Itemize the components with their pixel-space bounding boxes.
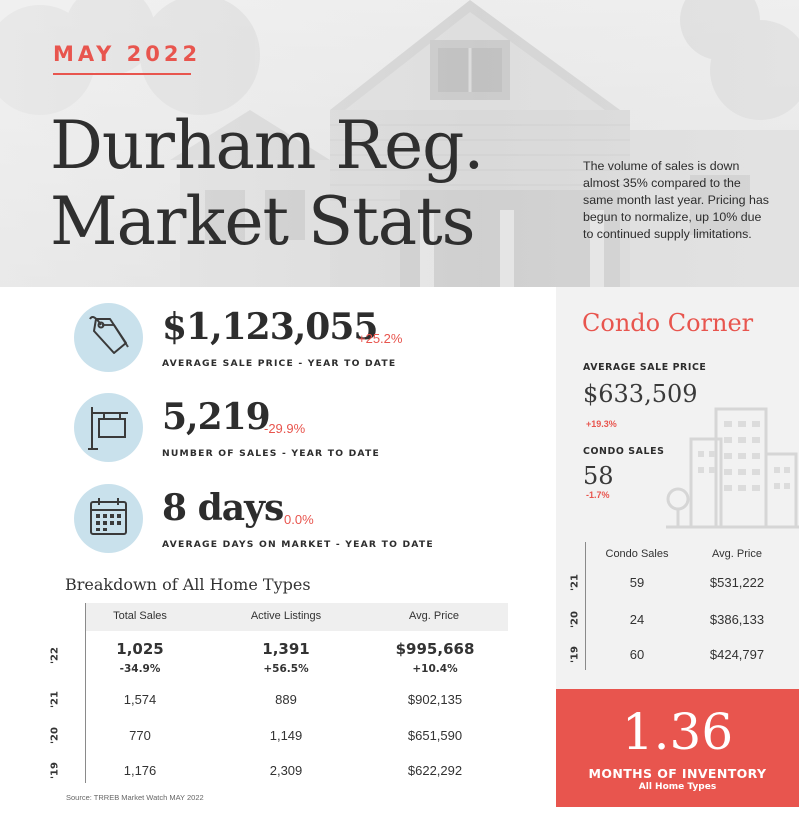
condo-corner-panel: [556, 287, 799, 689]
stat-average-sale-price: $1,123,055 +25.2% AVERAGE SALE PRICE - Y…: [74, 303, 544, 383]
condo-corner-title: Condo Corner: [582, 309, 754, 337]
table-cell: 1,149: [269, 728, 303, 743]
table-cell: $622,292: [407, 763, 463, 778]
year-label: '20: [569, 611, 581, 628]
table-divider: [85, 603, 86, 783]
table-cell: 1,025: [116, 640, 164, 658]
condo-sales-label: CONDO SALES: [583, 446, 665, 457]
calendar-icon: [90, 498, 127, 535]
report-month: MAY 2022: [53, 42, 202, 66]
table-cell: $902,135: [407, 692, 463, 707]
table-cell-change: +10.4%: [412, 663, 458, 675]
condo-avg-price-change: +19.3%: [586, 419, 617, 429]
stat-number-of-sales: 5,219 -29.9% NUMBER OF SALES - YEAR TO D…: [74, 393, 544, 473]
icon-circle: [74, 393, 143, 462]
days-on-market-change: 0.0%: [284, 512, 314, 527]
condo-avg-price-label: AVERAGE SALE PRICE: [583, 362, 707, 373]
table-cell: 1,574: [123, 692, 157, 707]
table-cell: $995,668: [395, 640, 475, 658]
year-label: '22: [49, 647, 61, 664]
price-tag-icon: [89, 316, 129, 354]
condo-table-cell: 24: [629, 612, 645, 627]
condo-table-cell: $531,222: [709, 575, 765, 590]
table-cell: 2,309: [269, 763, 303, 778]
condo-sales-value: 58: [583, 462, 614, 490]
source-note: Source: TRREB Market Watch MAY 2022: [66, 793, 204, 802]
condo-table-cell: 60: [629, 647, 645, 662]
table-cell-change: +56.5%: [263, 663, 309, 675]
column-condo-avg-price: Avg. Price: [712, 548, 762, 560]
month-underline: [53, 73, 191, 75]
column-avg-price: Avg. Price: [409, 610, 459, 622]
average-sale-price-change: +25.2%: [358, 331, 403, 346]
condo-avg-price-value: $633,509: [583, 380, 698, 408]
column-active-listings: Active Listings: [250, 610, 322, 622]
days-on-market-value: 8 days: [162, 487, 284, 529]
table-cell: 889: [275, 692, 297, 707]
title-line-2: Market Stats: [50, 183, 476, 260]
condo-sales-change: -1.7%: [586, 490, 610, 500]
condo-building-icon: [666, 407, 799, 529]
condo-table-cell: $424,797: [709, 647, 765, 662]
number-of-sales-change: -29.9%: [264, 421, 306, 436]
year-label: '19: [49, 762, 61, 779]
column-condo-sales: Condo Sales: [605, 548, 669, 560]
year-label: '21: [569, 574, 581, 591]
months-of-inventory-sublabel: All Home Types: [638, 782, 717, 792]
hero-banner: [0, 0, 799, 287]
average-sale-price-value: $1,123,055: [162, 306, 378, 348]
table-cell-change: -34.9%: [119, 663, 161, 675]
title-line-1: Durham Reg.: [50, 107, 484, 184]
breakdown-header-row: Total Sales Active Listings Avg. Price: [86, 603, 508, 631]
table-cell: $651,590: [407, 728, 463, 743]
table-cell: 770: [129, 728, 151, 743]
intro-text: The volume of sales is down almost 35% c…: [583, 159, 769, 241]
for-sale-sign-icon: [88, 407, 128, 450]
year-label: '21: [49, 691, 61, 708]
icon-circle: [74, 484, 143, 553]
condo-table-cell: 59: [629, 575, 645, 590]
average-sale-price-caption: AVERAGE SALE PRICE - YEAR TO DATE: [162, 358, 397, 369]
condo-table-divider: [585, 542, 586, 670]
column-total-sales: Total Sales: [113, 610, 167, 622]
year-label: '19: [569, 646, 581, 663]
icon-circle: [74, 303, 143, 372]
year-label: '20: [49, 727, 61, 744]
condo-table-cell: $386,133: [709, 612, 765, 627]
days-on-market-caption: AVERAGE DAYS ON MARKET - YEAR TO DATE: [162, 539, 434, 550]
months-of-inventory-box: 1.36 MONTHS OF INVENTORY All Home Types: [556, 689, 799, 807]
months-of-inventory-value: 1.36: [621, 703, 734, 761]
hero-overlay: [0, 0, 799, 287]
breakdown-title: Breakdown of All Home Types: [65, 575, 311, 594]
table-cell: 1,391: [262, 640, 310, 658]
number-of-sales-caption: NUMBER OF SALES - YEAR TO DATE: [162, 448, 380, 459]
page-title: Durham Reg. Market Stats: [50, 107, 484, 260]
number-of-sales-value: 5,219: [162, 396, 271, 438]
months-of-inventory-label: MONTHS OF INVENTORY: [588, 766, 767, 781]
stat-days-on-market: 8 days 0.0% AVERAGE DAYS ON MARKET - YEA…: [74, 484, 544, 564]
table-cell: 1,176: [123, 763, 157, 778]
